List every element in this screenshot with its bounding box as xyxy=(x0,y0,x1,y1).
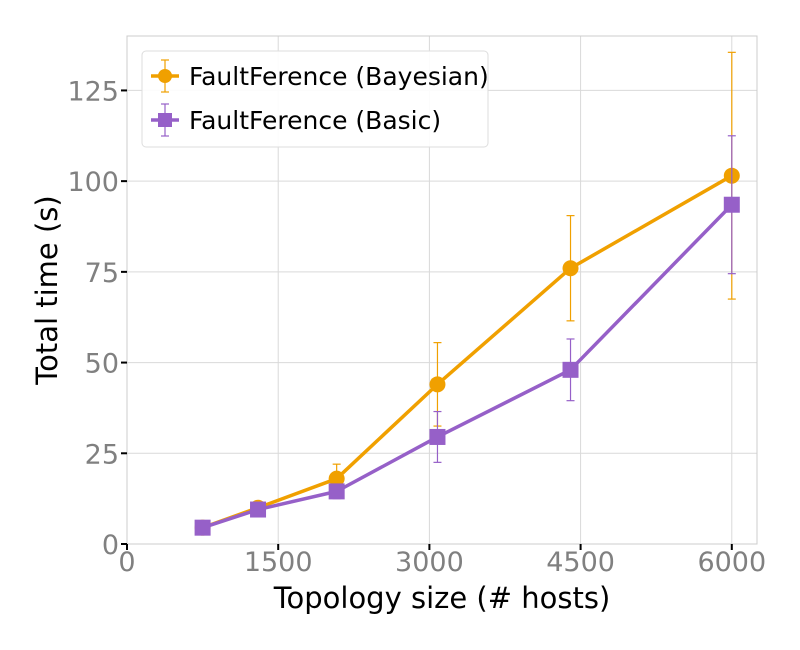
legend-label: FaultFerence (Bayesian) xyxy=(189,62,489,91)
x-tick-label: 4500 xyxy=(546,547,615,578)
data-point xyxy=(562,260,579,277)
y-axis-label: Total time (s) xyxy=(30,195,64,385)
x-axis-label: Topology size (# hosts) xyxy=(273,581,611,615)
y-tick-label: 100 xyxy=(67,167,119,198)
data-point xyxy=(250,501,267,518)
series-line xyxy=(202,203,734,530)
data-point xyxy=(429,428,446,445)
legend-entry: FaultFerence (Bayesian) xyxy=(151,59,489,93)
x-tick-label: 3000 xyxy=(395,547,464,578)
legend-entries: FaultFerence (Bayesian) FaultFerence (Bas… xyxy=(151,59,489,137)
series-line xyxy=(202,174,733,530)
data-point xyxy=(723,196,740,213)
legend-entry: FaultFerence (Basic) xyxy=(151,103,441,137)
y-tick-label: 50 xyxy=(85,349,119,380)
series xyxy=(194,51,740,536)
data-point xyxy=(194,519,211,536)
legend-marker xyxy=(158,69,172,83)
y-tick-label: 25 xyxy=(85,439,119,470)
x-tick-label: 0 xyxy=(118,547,135,578)
legend: FaultFerence (Bayesian) FaultFerence (Bas… xyxy=(141,50,489,148)
x-tick-label: 1500 xyxy=(244,547,313,578)
y-tick-label: 125 xyxy=(67,76,119,107)
legend-marker xyxy=(158,113,172,127)
data-point xyxy=(429,376,446,393)
data-point xyxy=(328,483,345,500)
legend-label: FaultFerence (Basic) xyxy=(189,106,441,135)
x-tick-label: 6000 xyxy=(697,547,766,578)
series-basic xyxy=(194,135,740,536)
ticks: 0 1500 3000 4500 6000 0 25 50 75 100 125 xyxy=(67,76,766,578)
y-tick-label: 0 xyxy=(102,530,119,561)
legend-box xyxy=(141,50,489,148)
data-point xyxy=(562,361,579,378)
data-point xyxy=(328,470,345,487)
y-tick-label: 75 xyxy=(85,258,119,289)
plot-frame xyxy=(126,35,758,545)
